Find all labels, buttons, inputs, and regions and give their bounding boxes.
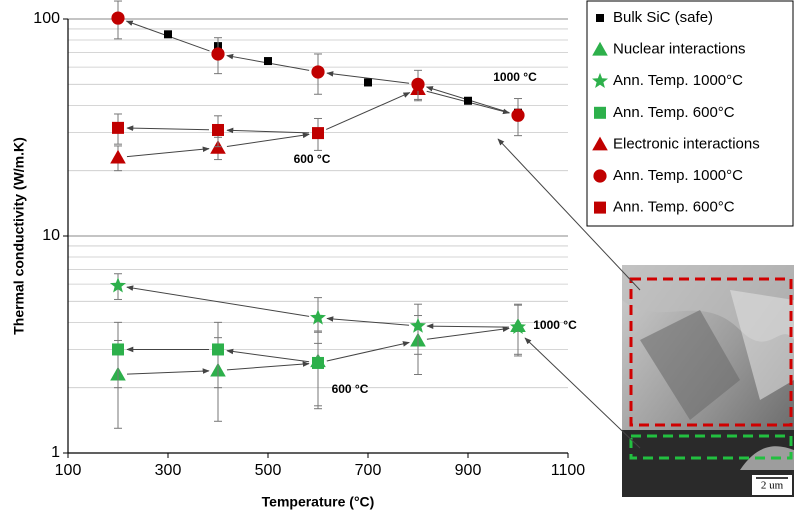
marker xyxy=(312,127,324,140)
marker xyxy=(312,356,324,369)
arrow xyxy=(226,348,310,363)
legend-label: Ann. Temp. 600°C xyxy=(613,104,735,121)
marker xyxy=(111,11,125,25)
marker xyxy=(592,136,608,151)
marker xyxy=(112,121,124,134)
x-tick-label: 700 xyxy=(355,462,382,479)
x-tick-label: 1100 xyxy=(551,462,586,479)
marker xyxy=(411,77,425,91)
scale-label: 2 um xyxy=(761,480,784,492)
arrow xyxy=(126,146,210,158)
legend-label: Nuclear interactions xyxy=(613,41,746,58)
arrow xyxy=(326,341,410,362)
arrow xyxy=(524,337,641,449)
arrow xyxy=(226,361,310,371)
marker xyxy=(310,309,326,325)
y-tick-label: 1 xyxy=(51,444,60,461)
marker xyxy=(511,108,525,122)
marker xyxy=(410,317,426,333)
marker xyxy=(264,57,272,66)
annotation: 600 °C xyxy=(332,382,369,396)
marker xyxy=(596,14,604,22)
x-tick-label: 300 xyxy=(155,462,182,479)
marker xyxy=(592,41,608,56)
x-tick-label: 500 xyxy=(255,462,282,479)
arrow xyxy=(126,368,210,375)
x-tick-label: 900 xyxy=(455,462,482,479)
marker xyxy=(364,78,372,87)
x-axis-title: Temperature (°C) xyxy=(262,494,375,510)
x-tick-label: 100 xyxy=(55,462,82,479)
marker xyxy=(212,343,224,356)
marker xyxy=(464,96,472,105)
legend-label: Ann. Temp. 1000°C xyxy=(613,72,743,89)
marker xyxy=(594,201,606,214)
marker xyxy=(311,65,325,79)
y-axis-title: Thermal conductivity (W/m.K) xyxy=(11,137,27,335)
inset-image: 2 um xyxy=(622,265,794,497)
legend-label: Electronic interactions xyxy=(613,135,760,152)
marker xyxy=(594,106,606,119)
marker xyxy=(593,169,607,183)
arrow xyxy=(426,326,510,340)
arrow xyxy=(426,323,510,329)
y-tick-label: 100 xyxy=(33,10,60,27)
marker xyxy=(211,47,225,61)
marker xyxy=(110,149,126,164)
marker xyxy=(110,277,126,293)
legend-label: Bulk SiC (safe) xyxy=(613,9,713,26)
arrow xyxy=(226,127,310,134)
marker xyxy=(212,123,224,136)
arrow xyxy=(326,316,410,326)
plot-area: 1 10 100 100 300 500 700 900 1100 1000 °C 600 °C 10… xyxy=(33,0,586,479)
marker xyxy=(164,30,172,39)
marker xyxy=(112,343,124,356)
marker xyxy=(510,318,526,334)
legend-label: Ann. Temp. 600°C xyxy=(613,199,735,216)
annotation: 600 °C xyxy=(294,152,331,166)
annotation: 1000 °C xyxy=(493,70,537,84)
arrow xyxy=(326,92,411,130)
y-tick-label: 10 xyxy=(42,227,60,244)
arrow xyxy=(326,71,410,84)
arrow xyxy=(497,138,641,291)
arrow xyxy=(226,132,310,147)
arrow xyxy=(126,285,310,317)
marker xyxy=(592,72,608,88)
legend xyxy=(586,0,794,227)
legend-label: Ann. Temp. 1000°C xyxy=(613,167,743,184)
error-bar xyxy=(314,331,322,410)
annotation: 1000 °C xyxy=(533,318,577,332)
arrow xyxy=(126,125,210,131)
